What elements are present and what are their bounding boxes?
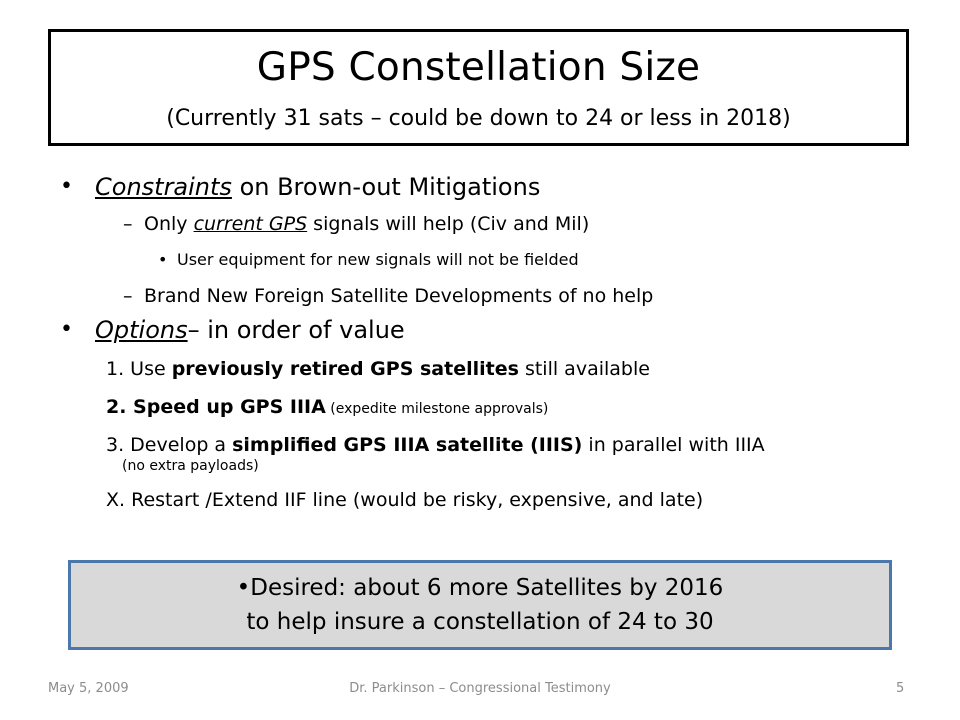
option-1-bold: previously retired GPS satellites bbox=[171, 358, 519, 380]
desired-line-1: •Desired: about 6 more Satellites by 201… bbox=[71, 573, 889, 603]
option-3-bold: simplified GPS IIIA satellite (IIIS) bbox=[232, 434, 583, 456]
option-3-pre: 3. Develop a bbox=[106, 434, 233, 456]
option-3: 3. Develop a simplified GPS IIIA satelli… bbox=[106, 432, 765, 458]
constraint-item-current-gps: Only current GPS signals will help (Civ … bbox=[144, 211, 589, 237]
desired-line-2: to help insure a constellation of 24 to … bbox=[246, 609, 714, 635]
options-heading: Options– in order of value bbox=[95, 314, 405, 346]
option-2-note: (expedite milestone approvals) bbox=[325, 401, 549, 417]
option-2-bold: 2. Speed up GPS IIIA bbox=[106, 396, 326, 418]
slide-subtitle: (Currently 31 sats – could be down to 24… bbox=[166, 106, 791, 131]
bullet-marker: • bbox=[60, 174, 73, 199]
title-box: GPS Constellation Size (Currently 31 sat… bbox=[48, 29, 909, 146]
constraints-rest: on Brown-out Mitigations bbox=[231, 173, 541, 201]
option-1-pre: 1. Use bbox=[106, 358, 172, 380]
footer-title: Dr. Parkinson – Congressional Testimony bbox=[349, 681, 611, 696]
slide-title: GPS Constellation Size bbox=[256, 45, 701, 90]
constraints-heading: Constraints on Brown-out Mitigations bbox=[95, 171, 540, 203]
footer-date: May 5, 2009 bbox=[48, 681, 129, 696]
constraints-lead: Constraints bbox=[95, 173, 232, 201]
option-x: X. Restart /Extend IIF line (would be ri… bbox=[106, 489, 704, 511]
option-3-note: (no extra payloads) bbox=[122, 458, 259, 474]
option-1: 1. Use previously retired GPS satellites… bbox=[106, 356, 650, 382]
current-gps-emphasis: current GPS bbox=[193, 213, 308, 235]
sub-bullet-marker: • bbox=[158, 250, 168, 269]
bullet-marker: • bbox=[60, 317, 73, 342]
dash-marker: – bbox=[123, 213, 133, 235]
options-rest: – in order of value bbox=[187, 316, 405, 344]
option-3-post: in parallel with IIIA bbox=[582, 434, 765, 456]
desired-line-1-text: Desired: about 6 more Satellites by 2016 bbox=[250, 575, 724, 601]
dash-marker: – bbox=[123, 285, 133, 307]
option-1-post: still available bbox=[518, 358, 650, 380]
slide-number: 5 bbox=[896, 681, 905, 696]
constraint-item-foreign: Brand New Foreign Satellite Developments… bbox=[144, 285, 654, 307]
option-2: 2. Speed up GPS IIIA (expedite milestone… bbox=[106, 394, 548, 422]
desired-bullet-marker: • bbox=[236, 575, 251, 601]
desired-callout: •Desired: about 6 more Satellites by 201… bbox=[68, 560, 892, 650]
constraint-item-text-end: signals will help (Civ and Mil) bbox=[307, 213, 590, 235]
options-lead: Options bbox=[95, 316, 188, 344]
constraint-subitem: User equipment for new signals will not … bbox=[177, 250, 579, 269]
constraint-item-text: Only bbox=[144, 213, 194, 235]
